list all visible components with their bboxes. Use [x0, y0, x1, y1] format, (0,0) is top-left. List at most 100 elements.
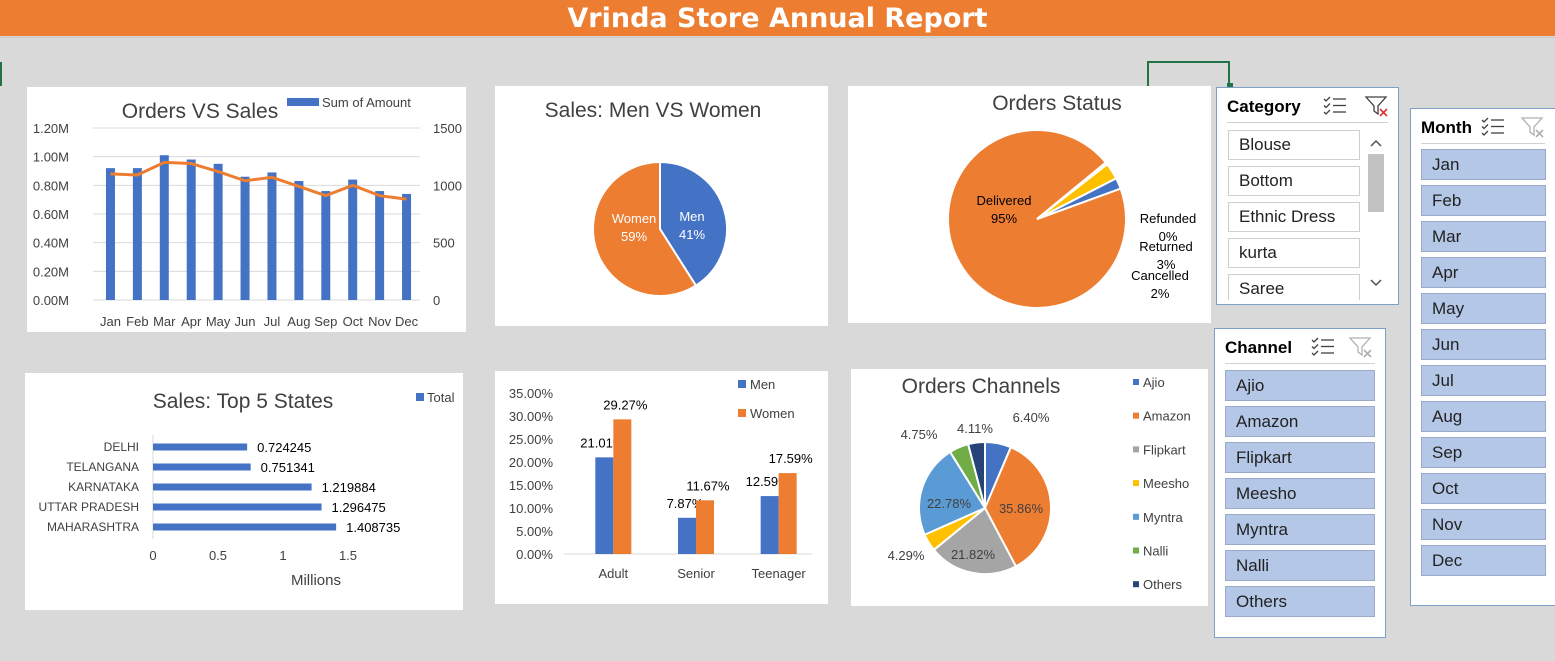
slicer-item-myntra[interactable]: Myntra [1225, 514, 1375, 545]
slicer-item-feb[interactable]: Feb [1421, 185, 1546, 216]
category-slicer[interactable]: Category Blouse Bottom Ethnic Dress kurta Sa… [1216, 87, 1399, 305]
scroll-up-arrow[interactable] [1370, 139, 1382, 147]
channel-slice-6[interactable] [966, 440, 986, 509]
clear-filter-icon[interactable] [1364, 94, 1390, 118]
slicer-item-flipkart[interactable]: Flipkart [1225, 442, 1375, 473]
bar-senior-women[interactable] [696, 500, 714, 554]
slicer-item-nov[interactable]: Nov [1421, 509, 1546, 540]
value-label: 0.751341 [261, 460, 315, 475]
legend-label-women: Women [750, 406, 795, 421]
top5-states-svg: Sales: Top 5 States DELHI 0.724245 TELANGAN… [39, 390, 455, 589]
slicer-item-nalli[interactable]: Nalli [1225, 550, 1375, 581]
report-title: Vrinda Store Annual Report [0, 0, 1555, 36]
bar-aug[interactable] [294, 181, 304, 300]
channel-slicer-header: Channel [1225, 329, 1375, 364]
slicer-item-bottom[interactable]: Bottom [1228, 166, 1360, 196]
slicer-item-meesho[interactable]: Meesho [1225, 478, 1375, 509]
bar-delhi[interactable] [153, 443, 248, 451]
multi-select-icon[interactable] [1311, 337, 1335, 357]
chart-men-vs-women[interactable]: Sales: Men VS Women Men 41% Women 59% [495, 86, 828, 326]
y-right-tick-label: 1000 [433, 178, 462, 193]
slicer-item-aug[interactable]: Aug [1421, 401, 1546, 432]
bar-senior-men[interactable] [678, 517, 696, 554]
slicer-item-jun[interactable]: Jun [1421, 329, 1546, 360]
multi-select-icon[interactable] [1481, 117, 1505, 137]
bar-feb[interactable] [132, 168, 142, 300]
x-tick-label: May [206, 314, 231, 329]
chart-age-gender[interactable]: 0.00% 5.00% 10.00% 15.00% 20.00% 25.00% 30.00%… [495, 371, 828, 604]
bar-mar[interactable] [159, 155, 169, 300]
slice-value-ajio: 6.40% [1013, 410, 1050, 425]
bar-uttar-pradesh[interactable] [153, 503, 322, 511]
bar-oct[interactable] [348, 179, 358, 300]
x-tick-label: Sep [314, 314, 337, 329]
clear-filter-icon[interactable] [1520, 115, 1546, 139]
bar-teenager-men[interactable] [760, 496, 779, 554]
slicer-item-apr[interactable]: Apr [1421, 257, 1546, 288]
slicer-item-jul[interactable]: Jul [1421, 365, 1546, 396]
slicer-item-ethnic-dress[interactable]: Ethnic Dress [1228, 202, 1360, 232]
bar-adult-women[interactable] [613, 419, 632, 554]
slicer-item-others[interactable]: Others [1225, 586, 1375, 617]
slicer-item-ajio[interactable]: Ajio [1225, 370, 1375, 401]
fill-handle[interactable] [1227, 83, 1233, 89]
orders-line[interactable] [110, 160, 407, 201]
bar-dec[interactable] [402, 193, 412, 300]
sheet-gridline [1, 37, 1555, 38]
chart-orders-status[interactable]: Orders Status Delivered 95% Refunded 0% Retur… [848, 86, 1211, 323]
slicer-item-sep[interactable]: Sep [1421, 437, 1546, 468]
channel-slicer[interactable]: Channel Ajio Amazon Flipkart Meesho Myntra Na… [1214, 328, 1386, 638]
slicer-item-amazon[interactable]: Amazon [1225, 406, 1375, 437]
x-tick-label: 0 [149, 548, 156, 563]
bar-jun[interactable] [240, 176, 250, 300]
slicer-item-saree[interactable]: Saree [1228, 274, 1360, 300]
chart-orders-channels[interactable]: Orders Channels 6.40% 35.86% 21.82% 4.29% 22.… [851, 369, 1208, 606]
bar-jul[interactable] [267, 172, 277, 300]
category-label: KARNATAKA [68, 480, 139, 494]
slicer-item-dec[interactable]: Dec [1421, 545, 1546, 576]
bar-jan[interactable] [105, 168, 115, 300]
chart-top5-states[interactable]: Sales: Top 5 States DELHI 0.724245 TELANGAN… [25, 373, 463, 610]
slice-value-nalli: 4.75% [901, 427, 938, 442]
value-label: 29.27% [603, 397, 648, 412]
slicer-item-oct[interactable]: Oct [1421, 473, 1546, 504]
bar-telangana[interactable] [153, 463, 251, 471]
bar-teenager-women[interactable] [778, 473, 797, 554]
x-tick-label: Dec [395, 314, 419, 329]
clear-filter-icon[interactable] [1348, 335, 1374, 359]
value-label: 1.296475 [332, 500, 386, 515]
status-slice-3[interactable] [1036, 177, 1122, 220]
slicer-item-mar[interactable]: Mar [1421, 221, 1546, 252]
bar-karnataka[interactable] [153, 483, 312, 491]
selected-cell[interactable] [1147, 61, 1230, 87]
channel-slice-2[interactable] [932, 506, 1018, 575]
slicer-item-may[interactable]: May [1421, 293, 1546, 324]
bar-apr[interactable] [186, 159, 196, 300]
y-left-tick-label: 1.20M [33, 121, 69, 136]
slicer-item-kurta[interactable]: kurta [1228, 238, 1360, 268]
chart-orders-vs-sales[interactable]: Orders VS Sales 0.00M 0.20M 0.40M 0.60M 0.80M… [27, 87, 466, 332]
check-mark [1323, 103, 1331, 109]
channel-slice-4[interactable] [918, 450, 987, 537]
bar-nov[interactable] [375, 191, 385, 300]
gender-slice-1[interactable] [592, 160, 698, 297]
x-mark [1363, 349, 1372, 358]
multi-select-icon[interactable] [1323, 96, 1347, 116]
month-slicer[interactable]: Month Jan Feb Mar Apr May Jun Jul Aug Sep Oct Nov D… [1410, 108, 1555, 606]
slicer-item-jan[interactable]: Jan [1421, 149, 1546, 180]
x-tick-label: Adult [599, 566, 629, 581]
channel-slice-1[interactable] [983, 445, 1052, 568]
slicer-item-blouse[interactable]: Blouse [1228, 130, 1360, 160]
scroll-thumb[interactable] [1368, 154, 1384, 212]
bar-maharashtra[interactable] [153, 523, 337, 531]
bar-sep[interactable] [321, 191, 331, 300]
bar-may[interactable] [213, 163, 223, 300]
legend-label-men: Men [750, 377, 775, 392]
y-left-tick-label: 0.80M [33, 178, 69, 193]
category-scrollbar[interactable] [1365, 130, 1387, 298]
month-slicer-title: Month [1421, 118, 1472, 137]
scroll-down-arrow[interactable] [1370, 279, 1382, 287]
bar-adult-men[interactable] [595, 457, 614, 554]
x-tick-label: Teenager [752, 566, 807, 581]
x-tick-label: Jun [235, 314, 256, 329]
